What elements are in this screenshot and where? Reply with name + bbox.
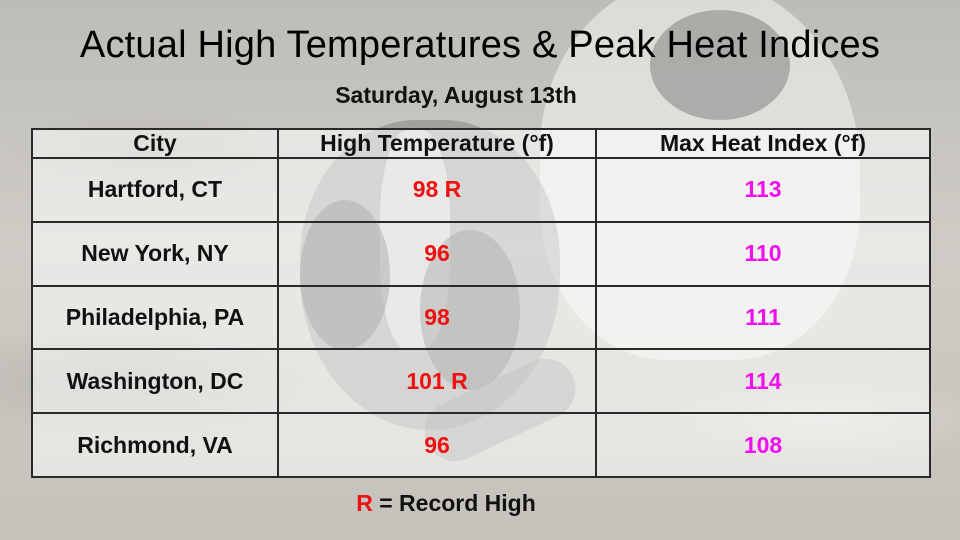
high-temp-cell: 101 R bbox=[277, 348, 597, 415]
header-max-heat-index: Max Heat Index (°f) bbox=[595, 128, 931, 159]
dog-spot bbox=[650, 10, 790, 120]
table-row: Hartford, CT 98 R 113 bbox=[31, 157, 931, 223]
table-header-row: City High Temperature (°f) Max Heat Inde… bbox=[31, 128, 931, 159]
slide-subtitle: Saturday, August 13th bbox=[335, 82, 577, 108]
heat-index-cell: 113 bbox=[595, 157, 931, 223]
heat-index-cell: 111 bbox=[595, 284, 931, 351]
temperature-table: City High Temperature (°f) Max Heat Inde… bbox=[31, 128, 931, 478]
city-cell: Washington, DC bbox=[31, 348, 279, 415]
record-legend: R = Record High bbox=[0, 490, 926, 517]
record-marker: R bbox=[356, 490, 373, 516]
heat-index-cell: 114 bbox=[595, 348, 931, 415]
city-cell: Richmond, VA bbox=[31, 412, 279, 478]
city-cell: Philadelphia, PA bbox=[31, 284, 279, 351]
high-temp-cell: 96 bbox=[277, 412, 597, 478]
record-legend-text: = Record High bbox=[372, 490, 536, 516]
city-cell: New York, NY bbox=[31, 220, 279, 287]
heat-index-cell: 108 bbox=[595, 412, 931, 478]
table-row: Philadelphia, PA 98 111 bbox=[31, 284, 931, 351]
high-temp-cell: 96 bbox=[277, 220, 597, 287]
header-city: City bbox=[31, 128, 279, 159]
slide-title: Actual High Temperatures & Peak Heat Ind… bbox=[79, 24, 881, 66]
header-high-temperature: High Temperature (°f) bbox=[277, 128, 597, 159]
heat-index-cell: 110 bbox=[595, 220, 931, 287]
table-row: New York, NY 96 110 bbox=[31, 220, 931, 287]
table-row: Washington, DC 101 R 114 bbox=[31, 348, 931, 415]
city-cell: Hartford, CT bbox=[31, 157, 279, 223]
table-row: Richmond, VA 96 108 bbox=[31, 412, 931, 478]
high-temp-cell: 98 bbox=[277, 284, 597, 351]
high-temp-cell: 98 R bbox=[277, 157, 597, 223]
